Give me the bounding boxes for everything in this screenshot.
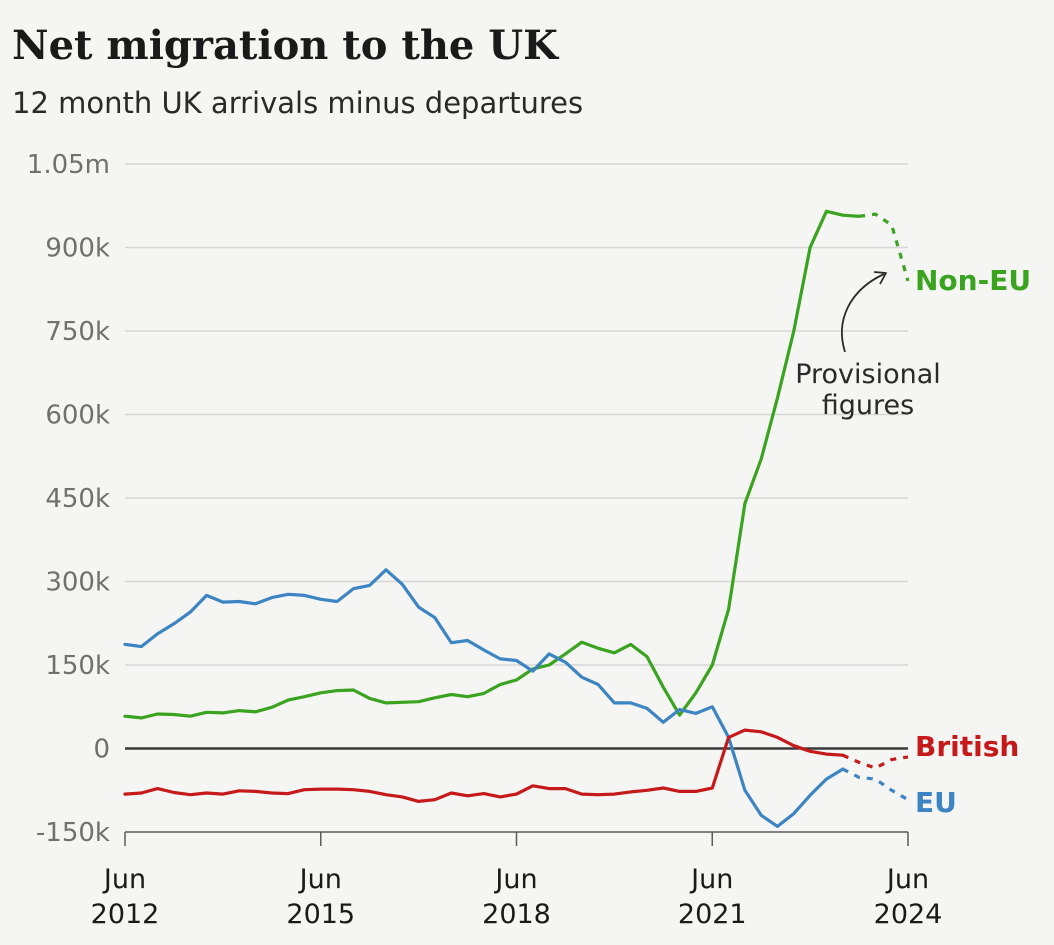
series-line-eu: [123, 568, 845, 829]
x-tick-label-year: 2021: [678, 899, 747, 930]
provisional-line-non-eu: [858, 212, 910, 282]
y-tick-label: 150k: [45, 651, 110, 681]
y-tick-label: 300k: [45, 568, 110, 598]
y-tick-label: 750k: [45, 317, 110, 347]
y-tick-label: 1.05m: [27, 150, 110, 180]
x-tick-label-month: Jun: [689, 864, 733, 895]
series-label-british: British: [915, 730, 1019, 763]
chart-title: Net migration to the UK: [12, 22, 558, 69]
y-tick-label: 600k: [45, 401, 110, 431]
y-tick-label: 450k: [45, 484, 110, 514]
series-labels: Non-EU EU British: [915, 264, 1031, 819]
series-label-eu: EU: [915, 786, 957, 819]
x-tick-label-month: Jun: [493, 864, 537, 895]
y-tick-label: -150k: [36, 818, 110, 848]
series-lines: [123, 209, 910, 829]
x-tick-label-year: 2018: [482, 899, 551, 930]
annotation-arrow: [841, 273, 885, 353]
grid-lines: [125, 163, 908, 750]
provisional-line-british: [842, 753, 909, 770]
x-tick-label-year: 2015: [286, 899, 355, 930]
series-label-non-eu: Non-EU: [915, 264, 1031, 297]
y-axis: 1.05m 900k 750k 600k 450k 300k 150k 0 -150k: [27, 150, 110, 848]
y-tick-label: 0: [93, 735, 110, 765]
x-tick-label-month: Jun: [298, 864, 342, 895]
annotation-arrowhead: [873, 271, 887, 285]
x-tick-label-month: Jun: [102, 864, 146, 895]
annotation-line-2: figures: [822, 390, 914, 421]
series-line-british: [123, 728, 845, 804]
chart-subtitle: 12 month UK arrivals minus departures: [12, 86, 584, 120]
x-axis: Jun 2012 Jun 2015 Jun 2018 Jun 2021 Jun 2024: [91, 831, 943, 930]
annotation-line-1: Provisional: [795, 359, 941, 390]
x-tick-label-year: 2012: [91, 899, 160, 930]
series-line-non-eu: [123, 209, 861, 720]
x-tick-label-month: Jun: [885, 864, 929, 895]
x-tick-label-year: 2024: [874, 899, 943, 930]
y-tick-label: 900k: [45, 234, 110, 264]
provisional-line-eu: [842, 767, 909, 802]
